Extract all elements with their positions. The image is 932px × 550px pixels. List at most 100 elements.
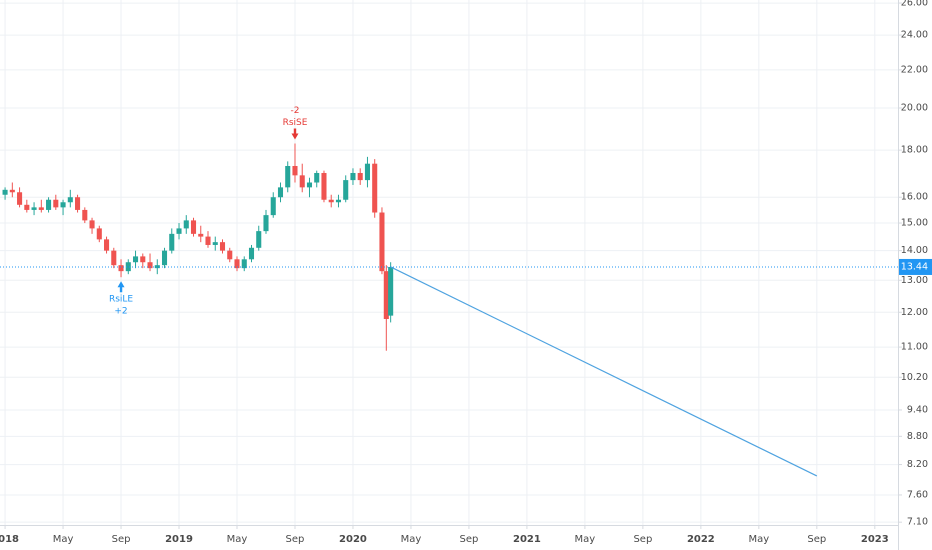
signal-name: RsiSE	[283, 118, 308, 128]
signal-qty: -2	[290, 106, 299, 116]
y-tick-label: 26.00	[901, 0, 928, 9]
signal-arrow	[291, 128, 299, 140]
candle-body	[17, 192, 23, 205]
y-tick-label: 18.00	[901, 145, 928, 156]
candle-body	[111, 250, 117, 266]
candle-body	[125, 262, 131, 272]
y-tick-label: 7.60	[907, 489, 928, 500]
candle-body	[169, 233, 175, 251]
candle-body	[190, 220, 197, 234]
y-tick-label: 11.00	[901, 342, 928, 353]
x-tick-label: May	[575, 534, 596, 545]
candle-body	[350, 172, 356, 181]
x-tick-label: 2022	[687, 534, 715, 545]
candle-body	[183, 220, 189, 229]
candle-body	[38, 207, 44, 210]
plot-area: RsiSE -2 RsiLE +2	[0, 106, 898, 477]
candle-body	[2, 189, 8, 195]
x-tick-label: May	[53, 534, 74, 545]
y-tick-label: 22.00	[901, 64, 928, 75]
candle-body	[306, 182, 313, 188]
y-tick-label: 13.00	[901, 275, 928, 286]
x-tick-label: Sep	[286, 534, 305, 545]
candle-body	[198, 233, 204, 237]
candle-body	[277, 187, 284, 198]
candle-body	[176, 228, 182, 234]
candle-body	[219, 242, 226, 251]
signal-qty: +2	[114, 307, 127, 317]
candle-body	[248, 247, 255, 260]
candle-body	[343, 180, 349, 200]
y-tick-label: 12.00	[901, 307, 928, 318]
x-tick-label: May	[401, 534, 422, 545]
y-tick-label: 7.10	[907, 517, 928, 528]
signal-name: RsiLE	[109, 295, 133, 305]
candle-body	[241, 259, 247, 269]
y-tick-label: 15.00	[901, 218, 928, 229]
candle-body	[372, 163, 378, 213]
candle-body	[154, 265, 160, 269]
price-label-box	[899, 258, 932, 275]
candle-body	[118, 265, 124, 272]
candle-body	[256, 231, 262, 248]
x-tick-label: 2021	[513, 534, 541, 545]
candle-body	[292, 165, 298, 176]
candle-body	[161, 250, 168, 266]
x-tick-label: Sep	[460, 534, 479, 545]
x-tick-label: 2020	[339, 534, 367, 545]
x-tick-label: 2019	[165, 534, 193, 545]
candle-body	[147, 262, 153, 269]
x-tick-label: 2018	[0, 534, 19, 545]
candle-body	[53, 199, 59, 208]
y-tick-label: 9.40	[907, 404, 928, 415]
candle-body	[314, 172, 320, 183]
candle-body	[205, 236, 211, 245]
x-tick-label: Sep	[633, 534, 652, 545]
x-tick-label: 2023	[861, 534, 889, 545]
x-tick-label: Sep	[112, 534, 131, 545]
y-tick-label: 24.00	[901, 30, 928, 41]
candle-body	[299, 175, 305, 188]
y-tick-label: 20.00	[901, 102, 928, 113]
candle-body	[46, 199, 52, 210]
y-tick-label: 8.20	[907, 459, 928, 470]
candle-body	[67, 197, 73, 203]
grid	[0, 0, 898, 525]
candle-body	[60, 202, 66, 208]
y-tick-label: 10.20	[901, 372, 928, 383]
candle-body	[140, 256, 146, 263]
projection-line	[390, 266, 818, 477]
x-tick-label: May	[748, 534, 769, 545]
candle-body	[24, 204, 30, 210]
candle-body	[285, 165, 291, 188]
candle-body	[383, 271, 389, 320]
candle-body	[270, 197, 276, 216]
signal-arrow	[117, 281, 125, 293]
candle-body	[9, 189, 15, 193]
candle-body	[132, 256, 139, 263]
candle-body	[96, 228, 102, 240]
candle-body	[388, 266, 394, 316]
candle-body	[31, 207, 37, 210]
candle-body	[212, 242, 218, 245]
candle-body	[234, 259, 240, 269]
candle-body	[227, 250, 233, 260]
candle-body	[263, 215, 269, 232]
candle-body	[335, 199, 342, 203]
candle-body	[364, 163, 370, 181]
x-tick-label: Sep	[807, 534, 826, 545]
candle-body	[328, 199, 334, 203]
candle-body	[379, 212, 385, 272]
x-tick-label: May	[227, 534, 248, 545]
y-tick-label: 16.00	[901, 192, 928, 203]
candle-body	[104, 239, 110, 251]
candle-body	[321, 172, 327, 200]
candle-body	[357, 172, 363, 181]
y-tick-label: 14.00	[901, 245, 928, 256]
y-tick-label: 8.80	[907, 431, 928, 442]
candle-body	[89, 220, 95, 229]
price-label: 13.44	[901, 261, 928, 272]
